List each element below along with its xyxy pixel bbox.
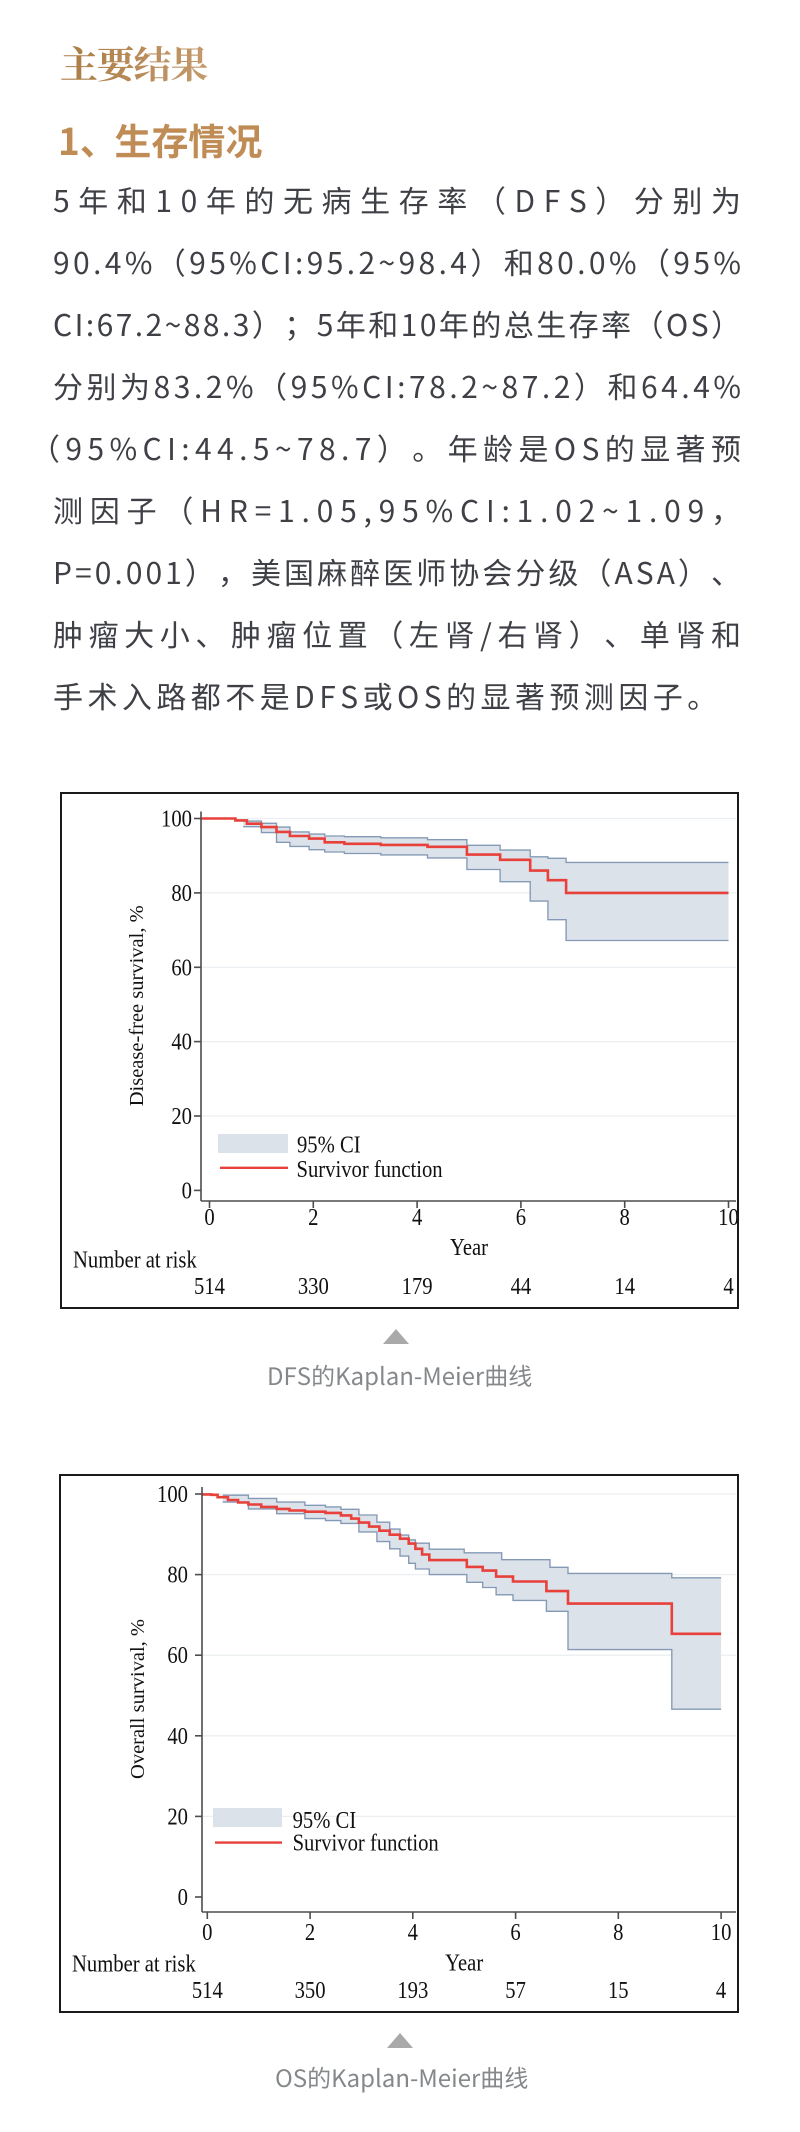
svg-text:4: 4 — [716, 1977, 726, 2004]
svg-text:Disease-free survival, %: Disease-free survival, % — [126, 905, 148, 1106]
svg-text:330: 330 — [298, 1273, 329, 1300]
svg-text:6: 6 — [510, 1919, 520, 1946]
svg-text:95% CI: 95% CI — [293, 1807, 357, 1834]
svg-text:Year: Year — [450, 1234, 489, 1261]
svg-text:193: 193 — [397, 1977, 428, 2004]
svg-text:44: 44 — [511, 1273, 532, 1300]
svg-text:14: 14 — [614, 1273, 635, 1300]
svg-text:80: 80 — [167, 1561, 188, 1588]
svg-text:Number at risk: Number at risk — [72, 1950, 197, 1977]
svg-text:Overall survival, %: Overall survival, % — [127, 1619, 149, 1779]
svg-text:0: 0 — [204, 1204, 214, 1231]
svg-text:Number at risk: Number at risk — [73, 1246, 198, 1273]
svg-text:350: 350 — [295, 1977, 326, 2004]
svg-text:Survivor function: Survivor function — [296, 1156, 442, 1183]
svg-text:6: 6 — [516, 1204, 526, 1231]
svg-text:4: 4 — [412, 1204, 422, 1231]
svg-text:179: 179 — [402, 1273, 433, 1300]
svg-text:20: 20 — [171, 1103, 192, 1130]
svg-text:40: 40 — [171, 1028, 192, 1055]
svg-text:10: 10 — [718, 1204, 739, 1231]
svg-text:Survivor function: Survivor function — [293, 1829, 439, 1856]
svg-text:0: 0 — [178, 1884, 188, 1911]
svg-text:15: 15 — [608, 1977, 629, 2004]
svg-text:4: 4 — [408, 1919, 418, 1946]
svg-text:2: 2 — [308, 1204, 318, 1231]
svg-text:8: 8 — [613, 1919, 623, 1946]
svg-text:0: 0 — [202, 1919, 212, 1946]
svg-text:Year: Year — [445, 1949, 484, 1976]
svg-text:60: 60 — [171, 954, 192, 981]
svg-text:514: 514 — [194, 1273, 225, 1300]
svg-text:60: 60 — [167, 1642, 188, 1669]
svg-text:4: 4 — [723, 1273, 733, 1300]
svg-text:100: 100 — [161, 805, 192, 832]
svg-text:20: 20 — [167, 1803, 188, 1830]
svg-text:95% CI: 95% CI — [297, 1131, 361, 1158]
svg-text:80: 80 — [171, 879, 192, 906]
svg-text:10: 10 — [711, 1919, 732, 1946]
svg-text:0: 0 — [182, 1177, 192, 1204]
svg-text:8: 8 — [620, 1204, 630, 1231]
svg-text:40: 40 — [167, 1722, 188, 1749]
svg-text:57: 57 — [505, 1977, 526, 2004]
svg-text:514: 514 — [192, 1977, 223, 2004]
svg-text:2: 2 — [305, 1919, 315, 1946]
svg-text:100: 100 — [157, 1481, 188, 1508]
